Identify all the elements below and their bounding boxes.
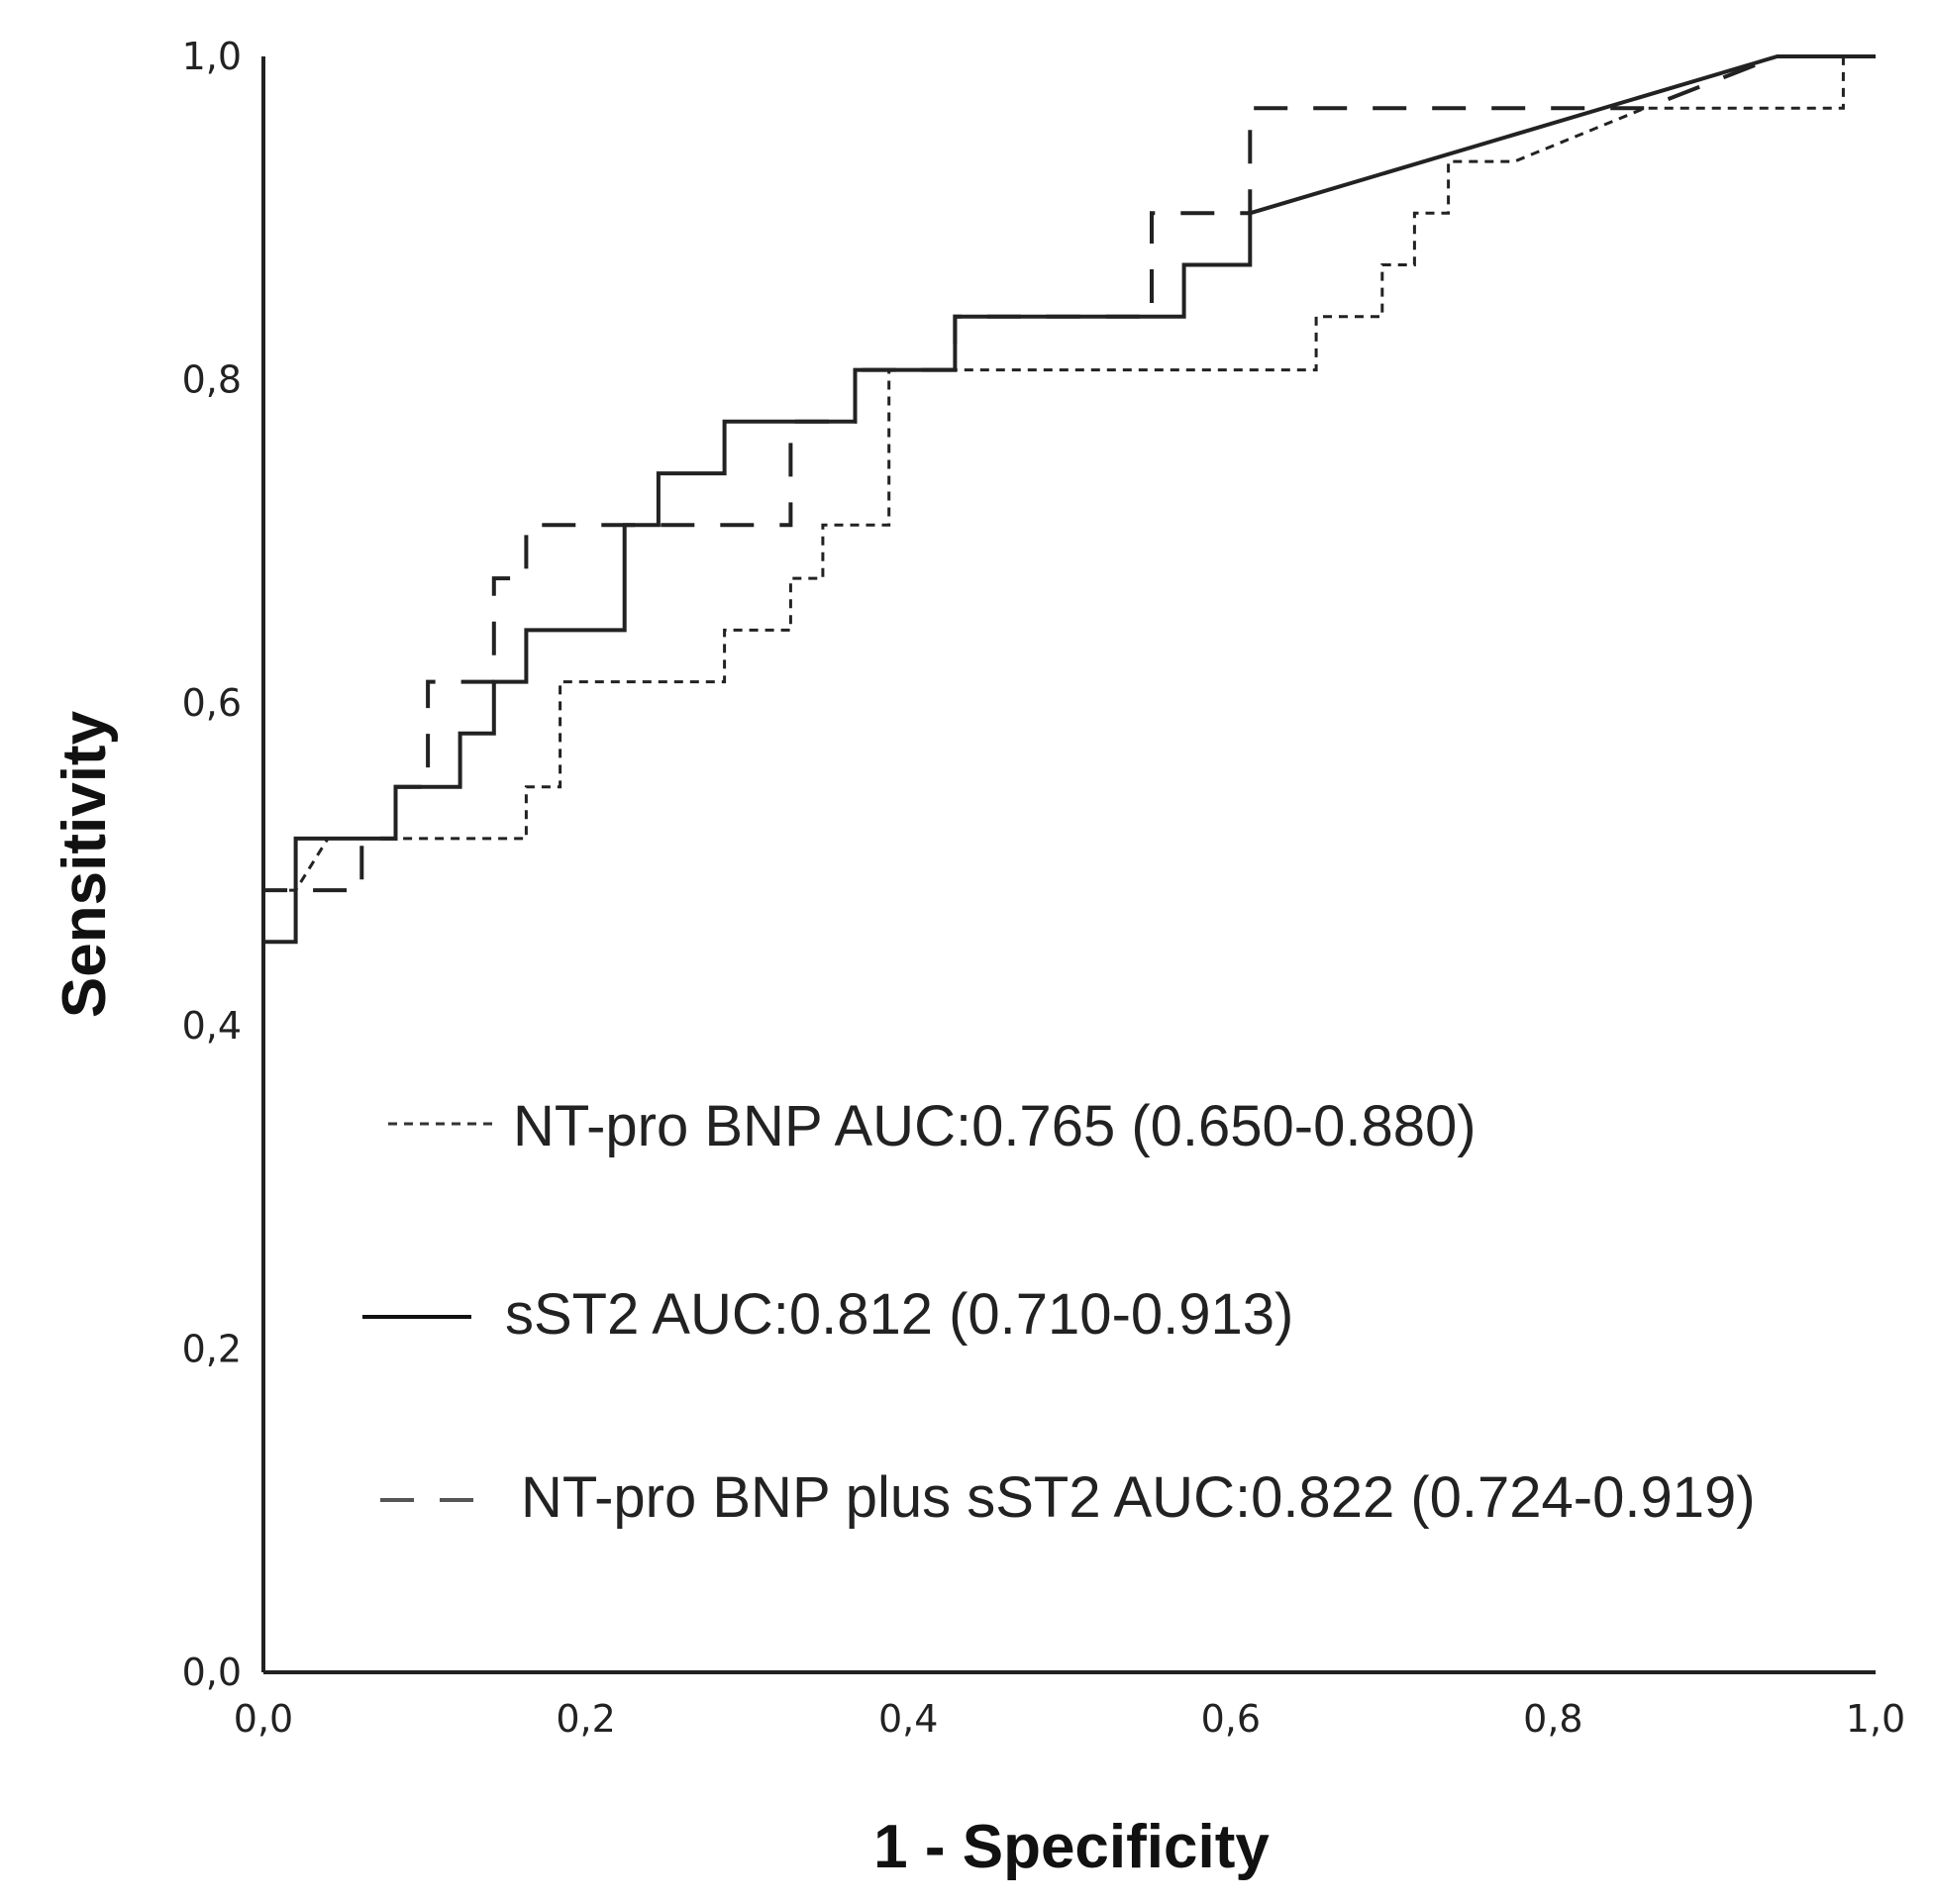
y-tick-label: 1,0 xyxy=(182,35,242,78)
y-tick-label: 0,8 xyxy=(182,357,242,401)
x-tick-labels: 0,0 0,2 0,4 0,6 0,8 1,0 xyxy=(234,1697,1905,1741)
series-line-nt-pro-bnp-plus-sst2 xyxy=(261,54,1876,1672)
y-tick-label: 0,0 xyxy=(182,1651,242,1694)
y-axis-title: Sensitivity xyxy=(51,710,119,1018)
y-tick-label: 0,6 xyxy=(182,681,242,725)
x-tick-label: 1,0 xyxy=(1846,1697,1905,1741)
x-tick-label: 0,4 xyxy=(878,1697,938,1741)
legend-label-sst2: sST2 AUC:0.812 (0.710-0.913) xyxy=(505,1282,1293,1347)
series-line-nt-pro-bnp xyxy=(261,54,1876,1672)
x-tick-label: 0,6 xyxy=(1201,1697,1261,1741)
x-axis-title: 1 - Specificity xyxy=(873,1813,1270,1881)
plot-lines xyxy=(261,54,1876,1672)
y-tick-label: 0,4 xyxy=(182,1004,242,1048)
series-line-sst2 xyxy=(261,54,1876,1672)
legend: NT-pro BNP AUC:0.765 (0.650-0.880) sST2 … xyxy=(362,1094,1756,1530)
x-tick-label: 0,8 xyxy=(1523,1697,1582,1741)
y-tick-label: 0,2 xyxy=(182,1328,242,1371)
legend-label-nt-pro-bnp-plus-sst2: NT-pro BNP plus sST2 AUC:0.822 (0.724-0.… xyxy=(521,1465,1756,1530)
legend-label-nt-pro-bnp: NT-pro BNP AUC:0.765 (0.650-0.880) xyxy=(513,1094,1477,1158)
x-tick-label: 0,2 xyxy=(556,1697,615,1741)
y-tick-labels: 0,0 0,2 0,4 0,6 0,8 1,0 xyxy=(182,35,242,1694)
x-tick-label: 0,0 xyxy=(234,1697,293,1741)
